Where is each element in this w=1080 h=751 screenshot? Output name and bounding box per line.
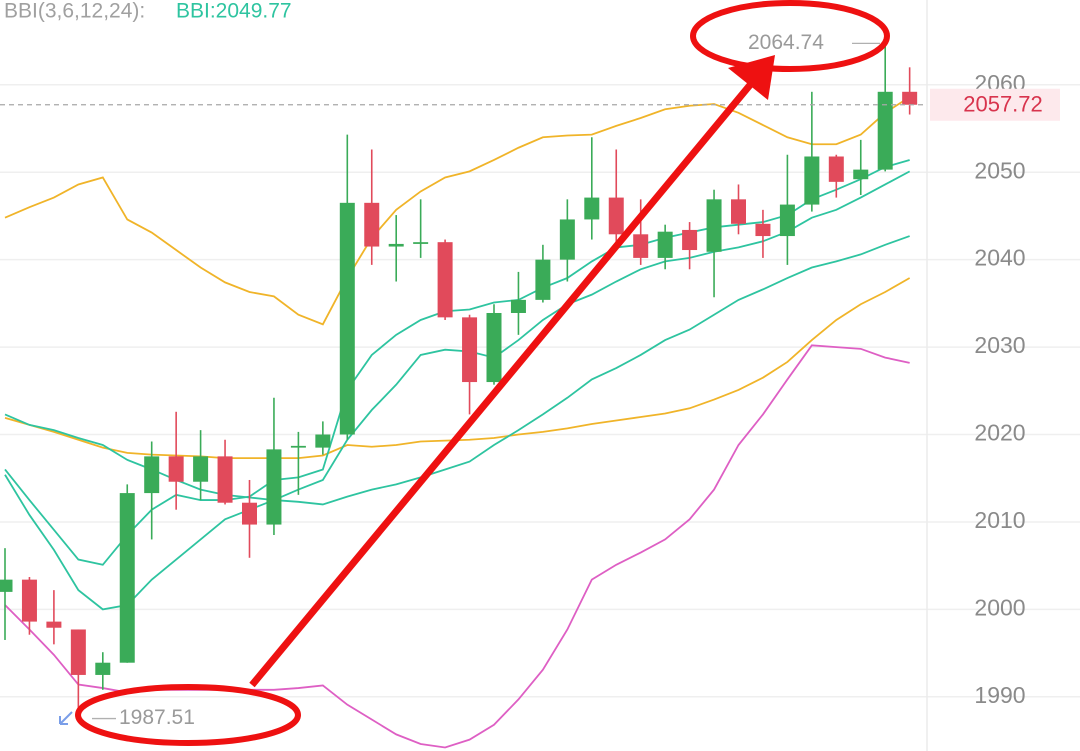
candle-body [339, 202, 355, 435]
candle-body [706, 199, 722, 252]
candle-body [193, 456, 209, 482]
candle-body [584, 197, 600, 220]
candle-body [804, 156, 820, 205]
arrow-shaft [249, 82, 753, 688]
candle-body [462, 317, 478, 383]
highlight-ellipse [690, 0, 890, 72]
candle-body [902, 91, 918, 105]
last-price-tag [930, 88, 1060, 121]
zoom-icon[interactable] [59, 711, 73, 725]
indicator-line [4, 96, 911, 326]
y-tick-label: 2030 [974, 332, 1025, 358]
y-tick-label: 2010 [974, 507, 1025, 533]
labels: 199020002010202020302040205020602057.722… [0, 31, 1060, 729]
y-tick-label: 2040 [974, 245, 1025, 271]
candle-body [486, 312, 502, 383]
y-tick-label: 1990 [974, 682, 1025, 708]
y-tick-label: 2050 [974, 157, 1025, 183]
candle-body [119, 493, 135, 663]
candle-body [510, 299, 526, 313]
candle-body [413, 242, 429, 244]
candle-body [70, 629, 86, 675]
candle-body [364, 202, 380, 247]
candle-body [682, 229, 698, 251]
highlight-ellipse [75, 684, 301, 746]
indicator-name: BBI(3,6,12,24): [4, 0, 145, 23]
candle-body [779, 204, 795, 237]
candle-body [290, 445, 306, 448]
candle-body [877, 91, 893, 170]
candle-body [657, 231, 673, 258]
candle-body [0, 579, 13, 592]
candles [0, 43, 918, 719]
last-price-label: 2057.72 [963, 92, 1043, 117]
candle-body [633, 234, 649, 258]
candle-body [217, 456, 233, 503]
candle-body [21, 579, 37, 622]
candle-body [731, 199, 746, 224]
grid [0, 84, 1080, 698]
candle-body [168, 456, 184, 482]
candle-body [242, 502, 257, 525]
candle-body [853, 169, 869, 180]
arrow-head [728, 55, 775, 100]
candle-body [559, 219, 575, 260]
min-label: 1987.51 [119, 706, 195, 729]
candle-body [95, 662, 111, 675]
candle-body [388, 243, 404, 247]
max-label: 2064.74 [748, 31, 824, 54]
candle-body [266, 449, 282, 525]
candle-body [144, 456, 160, 494]
indicator-line [4, 159, 910, 566]
candle-body [315, 434, 331, 448]
candle-body [46, 621, 62, 628]
candle-body [535, 259, 551, 300]
candle-body [755, 223, 771, 237]
candle-body [828, 156, 844, 182]
candle-body [437, 242, 453, 318]
indicator-line [4, 277, 911, 460]
y-tick-label: 2000 [974, 594, 1025, 620]
indicator-value: BBI:2049.77 [176, 0, 292, 23]
indicator-lines [4, 96, 911, 749]
y-tick-label: 2020 [974, 420, 1025, 446]
candle-body [608, 197, 624, 235]
indicator-line [4, 170, 911, 611]
